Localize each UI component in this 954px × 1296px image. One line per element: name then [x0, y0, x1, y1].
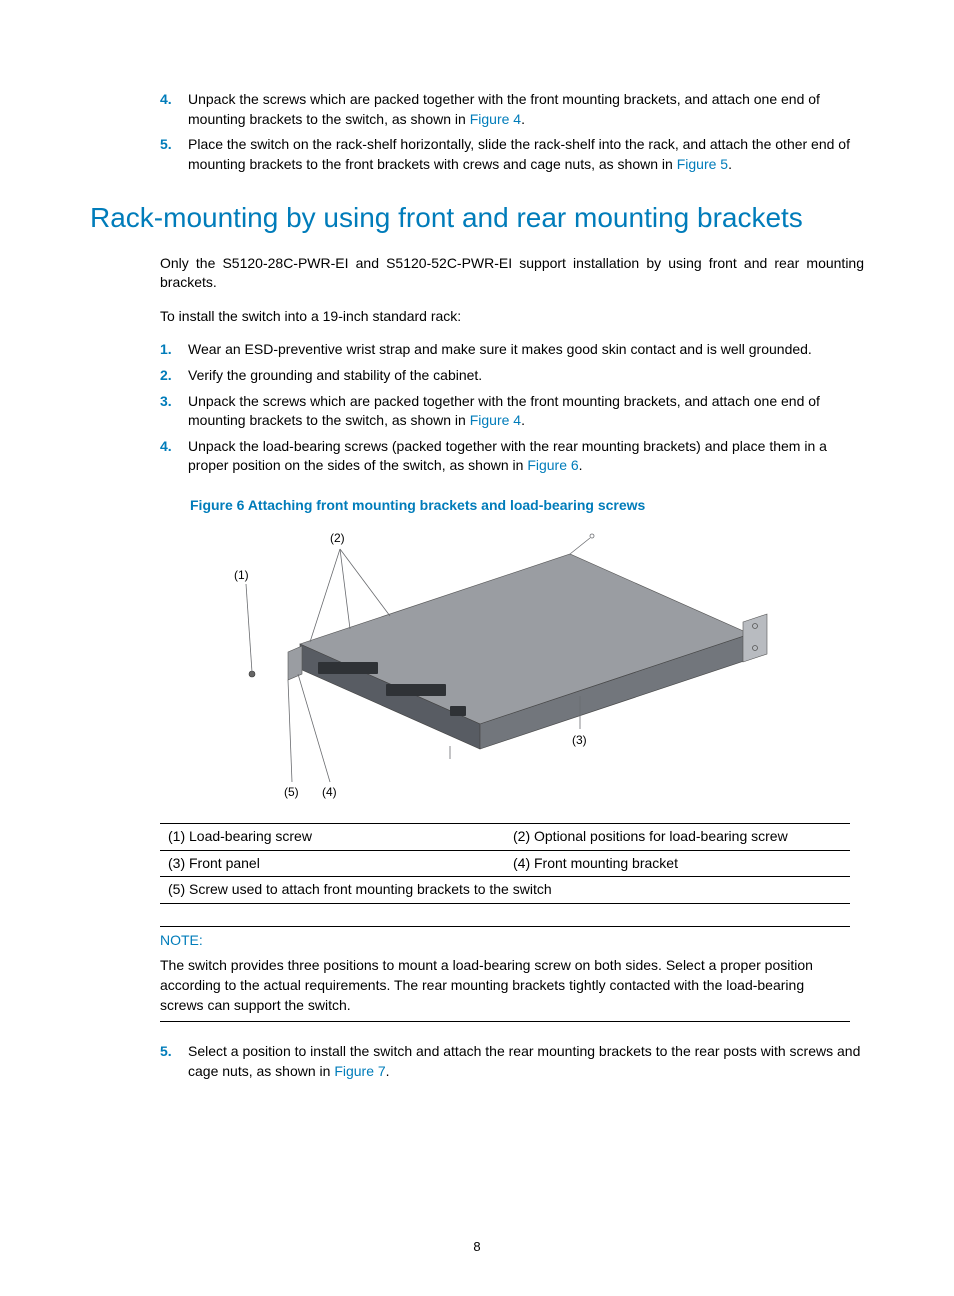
step-text: Unpack the screws which are packed toget… — [188, 392, 864, 431]
step-text: Place the switch on the rack-shelf horiz… — [188, 135, 864, 174]
step-number: 1. — [160, 340, 188, 360]
step-text: Unpack the load-bearing screws (packed t… — [188, 437, 864, 476]
switch-diagram-svg: (1) (2) (3) (4) (5) — [190, 524, 770, 804]
table-row: (5) Screw used to attach front mounting … — [160, 877, 850, 904]
step-text: Unpack the screws which are packed toget… — [188, 90, 864, 129]
note-body: The switch provides three positions to m… — [90, 956, 850, 1015]
step-number: 5. — [160, 1042, 188, 1081]
step-text: Verify the grounding and stability of th… — [188, 366, 864, 386]
callout-1: (1) — [234, 568, 249, 582]
step-text: Select a position to install the switch … — [188, 1042, 864, 1081]
step-text: Wear an ESD-preventive wrist strap and m… — [188, 340, 864, 360]
list-item: 2. Verify the grounding and stability of… — [90, 366, 864, 386]
paragraph: Only the S5120-28C-PWR-EI and S5120-52C-… — [90, 254, 864, 293]
main-step-list: 1. Wear an ESD-preventive wrist strap an… — [90, 340, 864, 476]
figure-caption: Figure 6 Attaching front mounting bracke… — [90, 496, 864, 516]
step-number: 5. — [160, 135, 188, 174]
paragraph: To install the switch into a 19-inch sta… — [90, 307, 864, 327]
figure-link[interactable]: Figure 6 — [527, 457, 578, 473]
callout-4: (4) — [322, 785, 337, 799]
legend-cell: (4) Front mounting bracket — [505, 850, 850, 877]
list-item: 4. Unpack the screws which are packed to… — [90, 90, 864, 129]
step-number: 2. — [160, 366, 188, 386]
note-label: NOTE: — [90, 931, 864, 951]
top-step-list: 4. Unpack the screws which are packed to… — [90, 90, 864, 174]
legend-cell: (5) Screw used to attach front mounting … — [160, 877, 850, 904]
table-row: (1) Load-bearing screw (2) Optional posi… — [160, 824, 850, 851]
callout-3: (3) — [572, 733, 587, 747]
list-item: 5. Place the switch on the rack-shelf ho… — [90, 135, 864, 174]
bottom-step-list: 5. Select a position to install the swit… — [90, 1042, 864, 1081]
callout-5: (5) — [284, 785, 299, 799]
step-number: 4. — [160, 437, 188, 476]
figure-link[interactable]: Figure 5 — [677, 156, 728, 172]
callout-2: (2) — [330, 531, 345, 545]
legend-cell: (3) Front panel — [160, 850, 505, 877]
list-item: 5. Select a position to install the swit… — [90, 1042, 864, 1081]
figure-link[interactable]: Figure 4 — [470, 111, 521, 127]
page-number: 8 — [0, 1238, 954, 1256]
section-heading: Rack-mounting by using front and rear mo… — [90, 198, 864, 237]
list-item: 1. Wear an ESD-preventive wrist strap an… — [90, 340, 864, 360]
note-divider — [160, 926, 850, 927]
legend-cell: (2) Optional positions for load-bearing … — [505, 824, 850, 851]
list-item: 3. Unpack the screws which are packed to… — [90, 392, 864, 431]
note-divider — [160, 1021, 850, 1022]
figure-link[interactable]: Figure 4 — [470, 412, 521, 428]
figure-legend-table: (1) Load-bearing screw (2) Optional posi… — [160, 823, 850, 904]
figure-link[interactable]: Figure 7 — [334, 1063, 385, 1079]
step-number: 4. — [160, 90, 188, 129]
step-number: 3. — [160, 392, 188, 431]
figure-diagram: (1) (2) (3) (4) (5) — [90, 524, 864, 810]
legend-cell: (1) Load-bearing screw — [160, 824, 505, 851]
list-item: 4. Unpack the load-bearing screws (packe… — [90, 437, 864, 476]
document-page: 4. Unpack the screws which are packed to… — [0, 0, 954, 1296]
table-row: (3) Front panel (4) Front mounting brack… — [160, 850, 850, 877]
